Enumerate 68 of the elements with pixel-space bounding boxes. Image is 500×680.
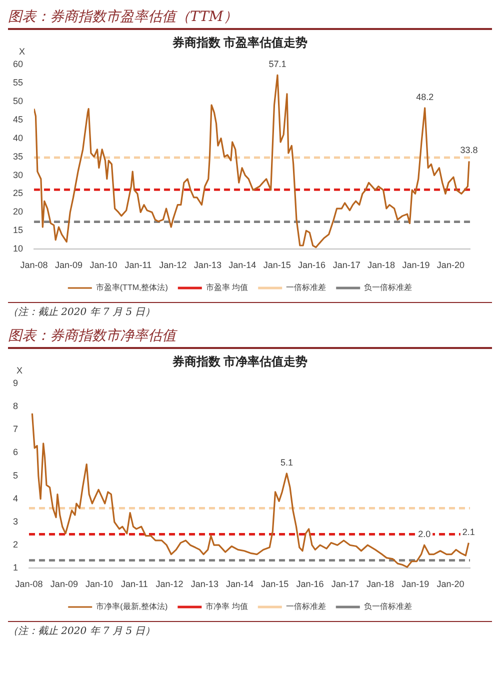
x-tick-label: Jan-17 bbox=[332, 260, 360, 270]
x-tick-label: Jan-10 bbox=[90, 260, 118, 270]
y-tick-label: 8 bbox=[12, 400, 18, 411]
y-axis-title: X bbox=[19, 46, 26, 56]
x-tick-label: Jan-12 bbox=[156, 579, 184, 590]
y-tick-label: 5 bbox=[12, 470, 18, 480]
legend-label: 市盈率 均值 bbox=[206, 283, 248, 292]
annotation: 2.0 bbox=[418, 529, 431, 540]
chart-subtitle: 券商指数 市净率估值走势 bbox=[171, 354, 308, 369]
x-tick-label: Jan-11 bbox=[120, 579, 148, 590]
x-tick-label: Jan-20 bbox=[436, 260, 464, 270]
x-tick-label: Jan-20 bbox=[436, 579, 464, 590]
x-tick-label: Jan-16 bbox=[296, 579, 324, 590]
x-tick-label: Jan-13 bbox=[194, 260, 222, 270]
y-axis-title: X bbox=[16, 365, 23, 376]
y-tick-label: 1 bbox=[12, 562, 18, 573]
x-tick-label: Jan-16 bbox=[298, 260, 326, 270]
legend-label: 一倍标准差 bbox=[286, 602, 326, 612]
annotation: 57.1 bbox=[268, 59, 286, 70]
x-tick-label: Jan-15 bbox=[263, 260, 291, 270]
x-tick-label: Jan-13 bbox=[190, 579, 218, 590]
legend-label: 市净率(最新,整体法) bbox=[96, 602, 168, 612]
y-tick-label: 4 bbox=[12, 493, 18, 504]
x-tick-label: Jan-10 bbox=[86, 579, 114, 590]
x-tick-label: Jan-09 bbox=[50, 579, 78, 590]
y-tick-label: 9 bbox=[12, 378, 18, 388]
y-tick-label: 55 bbox=[12, 77, 24, 88]
chart-subtitle: 券商指数 市盈率估值走势 bbox=[171, 36, 308, 50]
x-tick-label: Jan-09 bbox=[55, 260, 83, 270]
y-tick-label: 15 bbox=[12, 225, 24, 236]
annotation: 48.2 bbox=[416, 92, 434, 102]
annotation: 5.1 bbox=[280, 457, 293, 468]
y-tick-label: 35 bbox=[12, 151, 24, 162]
y-tick-label: 25 bbox=[12, 188, 24, 198]
x-tick-label: Jan-14 bbox=[226, 579, 254, 590]
x-tick-label: Jan-17 bbox=[331, 579, 359, 590]
y-tick-label: 7 bbox=[12, 424, 18, 434]
text: （注：截止 2020 年 7 月 5 日） bbox=[8, 621, 492, 638]
chart-title: 图表：券商指数市净率估值 bbox=[8, 327, 492, 349]
y-tick-label: 6 bbox=[12, 447, 18, 458]
y-tick-label: 40 bbox=[12, 132, 24, 143]
x-tick-label: Jan-18 bbox=[366, 579, 394, 590]
y-tick-label: 50 bbox=[12, 96, 24, 106]
x-tick-label: Jan-08 bbox=[20, 260, 48, 270]
y-tick-label: 45 bbox=[12, 114, 24, 124]
y-tick-label: 60 bbox=[12, 58, 24, 69]
x-tick-label: Jan-11 bbox=[124, 260, 152, 270]
x-tick-label: Jan-15 bbox=[261, 579, 289, 590]
x-tick-label: Jan-14 bbox=[228, 260, 256, 270]
x-tick-label: Jan-08 bbox=[15, 579, 43, 590]
legend-label: 一倍标准差 bbox=[286, 283, 326, 292]
legend-label: 负一倍标准差 bbox=[364, 602, 412, 612]
x-tick-label: Jan-18 bbox=[368, 260, 396, 270]
x-tick-label: Jan-19 bbox=[402, 579, 430, 590]
legend-label: 市盈率(TTM,整体法) bbox=[96, 283, 168, 292]
y-tick-label: 20 bbox=[12, 206, 24, 217]
annotation: 2.1 bbox=[462, 526, 475, 537]
chart-title: 图表：券商指数市盈率估值（TTM） bbox=[8, 8, 492, 30]
text: （注：截止 2020 年 7 月 5 日） bbox=[8, 302, 492, 319]
annotation: 33.8 bbox=[460, 145, 478, 156]
legend-label: 市净率 均值 bbox=[206, 602, 248, 612]
x-tick-label: Jan-12 bbox=[159, 260, 187, 270]
legend-label: 负一倍标准差 bbox=[364, 283, 412, 292]
x-tick-label: Jan-19 bbox=[402, 260, 430, 270]
y-tick-label: 30 bbox=[12, 170, 24, 180]
y-tick-label: 3 bbox=[12, 516, 18, 526]
y-tick-label: 10 bbox=[12, 244, 24, 254]
y-tick-label: 2 bbox=[12, 540, 18, 550]
